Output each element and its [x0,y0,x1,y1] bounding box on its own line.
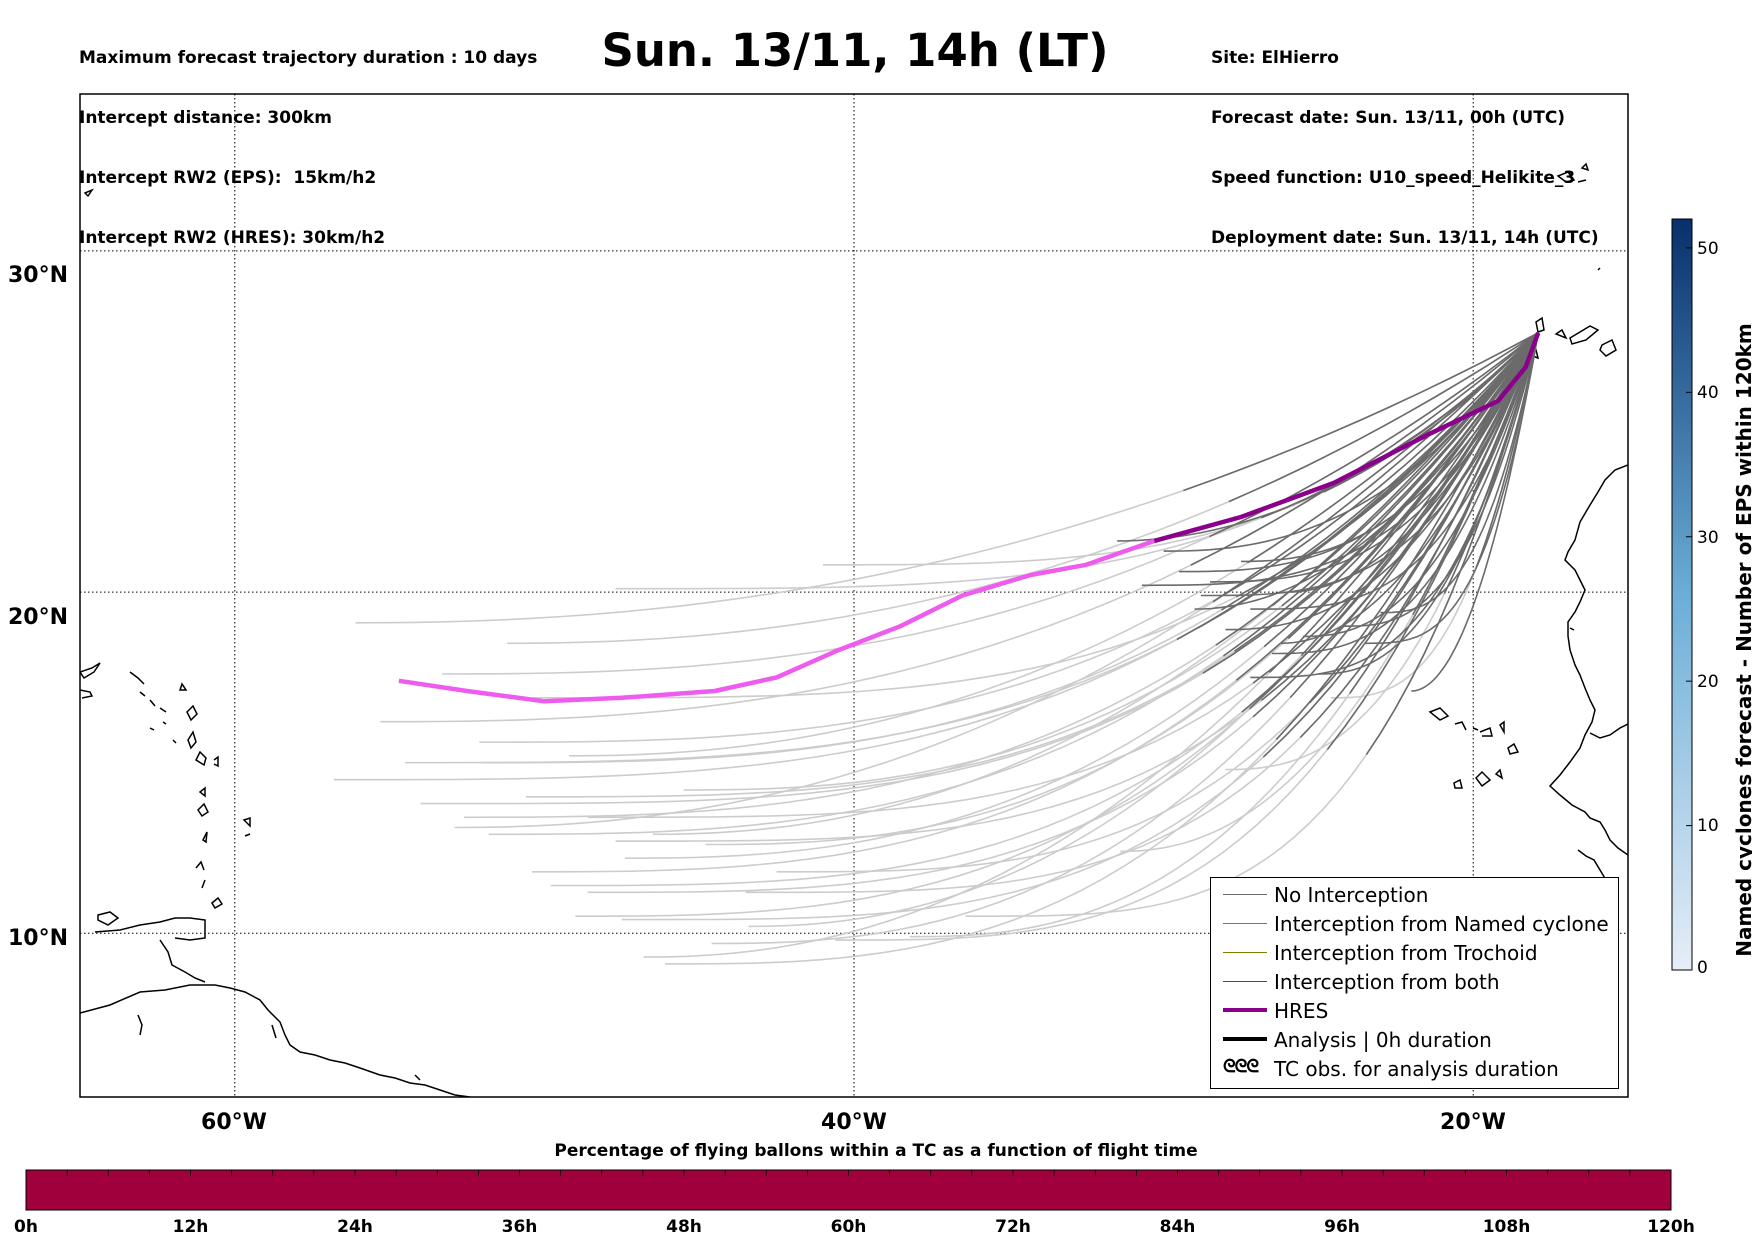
run-info-left: Maximum forecast trajectory duration : 1… [79,8,537,268]
lon-label-60w: 60°W [201,1110,267,1135]
legend-swatch [1223,894,1267,895]
ensemble-trajectory [621,332,1539,921]
legend-swatch [1223,1037,1267,1041]
ensemble-trajectory-early [1117,332,1539,542]
tc-percentage-bar-segments [66,1170,1631,1176]
coastlines [80,162,1628,1097]
bar-time-tick: 96h [1324,1217,1360,1237]
cyclone-symbol-icon: ᘓᘓᘓ [1223,1056,1259,1077]
vcolorbar-tick: 30 [1697,528,1719,548]
legend-item-tc-obs: ᘓᘓᘓ TC obs. for analysis duration [1211,1055,1618,1083]
info-speed-function: Speed function: U10_speed_Helikite_3 [1211,168,1576,188]
info-intercept-eps: Intercept RW2 (EPS): 15km/h2 [79,168,377,188]
ensemble-trajectory-early [1411,332,1539,692]
page-title: Sun. 13/11, 14h (LT) [601,24,1109,77]
ensemble-trajectory-early [1349,332,1539,694]
ensemble-trajectory-early [1220,332,1539,598]
ensemble-trajectory-early [1225,332,1539,631]
bar-time-tick: 12h [172,1217,209,1237]
bar-time-tick: 48h [666,1217,702,1237]
vcolorbar-tick: 50 [1697,239,1719,259]
legend-label: No Interception [1274,883,1429,907]
info-duration: Maximum forecast trajectory duration : 1… [79,48,538,68]
lat-label-30n: 30°N [8,263,69,288]
legend-item-no-interception: No Interception [1211,881,1618,909]
vcolorbar-tick: 40 [1697,383,1719,403]
legend-swatch [1223,1008,1267,1012]
bar-time-tick: 60h [830,1217,867,1237]
ensemble-trajectory [420,332,1539,805]
map-gridlines [80,94,1628,1097]
ensemble-trajectory-early [1241,332,1539,563]
tc-percentage-bar [25,1169,1672,1211]
vcolorbar-tick: 10 [1697,816,1719,836]
ensemble-trajectory-early [1364,332,1539,645]
lon-label-40w: 40°W [821,1110,887,1135]
map-legend: No Interception Interception from Named … [1210,877,1619,1089]
ensemble-trajectory-early [1380,332,1539,614]
bar-time-tick: 108h [1482,1217,1531,1237]
info-site: Site: ElHierro [1211,48,1339,68]
ensemble-trajectory [355,332,1539,624]
hres-trajectory-early [1153,332,1541,544]
legend-label: TC obs. for analysis duration [1274,1057,1559,1081]
map-frame [79,93,1629,1098]
bar-time-tick: 120h [1647,1217,1695,1237]
vertical-colorbar [1671,218,1693,971]
vcolorbar-tick: 0 [1697,958,1708,978]
legend-swatch [1223,923,1267,924]
lat-label-20n: 20°N [8,605,69,630]
ensemble-trajectory-early [1412,332,1539,616]
ensemble-trajectory-early [1343,332,1539,627]
ensemble-trajectory-early [1194,332,1539,610]
legend-swatch [1223,981,1267,982]
vcolorbar-tick: 20 [1697,672,1719,692]
ensemble-trajectory-early [1228,332,1539,503]
info-intercept-distance: Intercept distance: 300km [79,108,332,128]
hres-trajectory [398,332,1541,704]
ensemble-trajectory [333,332,1539,781]
legend-item-both: Interception from both [1211,968,1618,996]
legend-item-trochoid: Interception from Trochoid [1211,939,1618,967]
vertical-colorbar-ticks [1686,247,1692,971]
ensemble-trajectory-early [1200,332,1539,597]
legend-item-analysis: Analysis | 0h duration [1211,1026,1618,1054]
legend-label: Interception from Named cyclone [1274,912,1609,936]
bar-time-tick: 0h [14,1217,38,1237]
ensemble-trajectory-early [1250,332,1539,610]
ensemble-trajectory-early [1302,332,1539,638]
tc-percentage-bar-title: Percentage of flying ballons within a TC… [554,1141,1198,1161]
legend-label: Interception from Trochoid [1274,941,1538,965]
ensemble-trajectory-early [1272,332,1539,655]
ensemble-trajectory-early [1141,332,1539,587]
info-deployment-date: Deployment date: Sun. 13/11, 14h (UTC) [1211,228,1599,248]
info-forecast-date: Forecast date: Sun. 13/11, 00h (UTC) [1211,108,1566,128]
ensemble-trajectory-early [1287,332,1539,593]
ensemble-trajectory-early [1183,332,1539,492]
ensemble-trajectory [507,332,1539,645]
legend-label: Interception from both [1274,970,1500,994]
legend-swatch [1223,952,1267,953]
ensemble-trajectory-early [1281,332,1539,645]
ensemble-trajectory-early [1236,332,1539,598]
run-info-right: Site: ElHierro Forecast date: Sun. 13/11… [1211,8,1599,268]
legend-label: Analysis | 0h duration [1274,1028,1492,1052]
ensemble-trajectories-early [1117,332,1539,758]
lat-label-10n: 10°N [8,926,69,951]
bar-time-tick: 36h [501,1217,538,1237]
legend-item-named-cyclone: Interception from Named cyclone [1211,910,1618,938]
ensemble-trajectory-early [1318,332,1539,675]
lon-label-20w: 20°W [1440,1110,1506,1135]
vertical-colorbar-title: Named cyclones forecast - Number of EPS … [1732,323,1752,957]
bar-time-tick: 72h [995,1217,1031,1237]
bar-time-tick: 84h [1159,1217,1196,1237]
ensemble-trajectory [587,332,1539,819]
ensemble-trajectory-early [1190,332,1539,566]
hres-trajectory-late [398,538,1156,704]
info-intercept-hres: Intercept RW2 (HRES): 30km/h2 [79,228,386,248]
bar-time-tick: 24h [337,1217,373,1237]
legend-label: HRES [1274,999,1329,1023]
legend-item-hres: HRES [1211,997,1618,1025]
